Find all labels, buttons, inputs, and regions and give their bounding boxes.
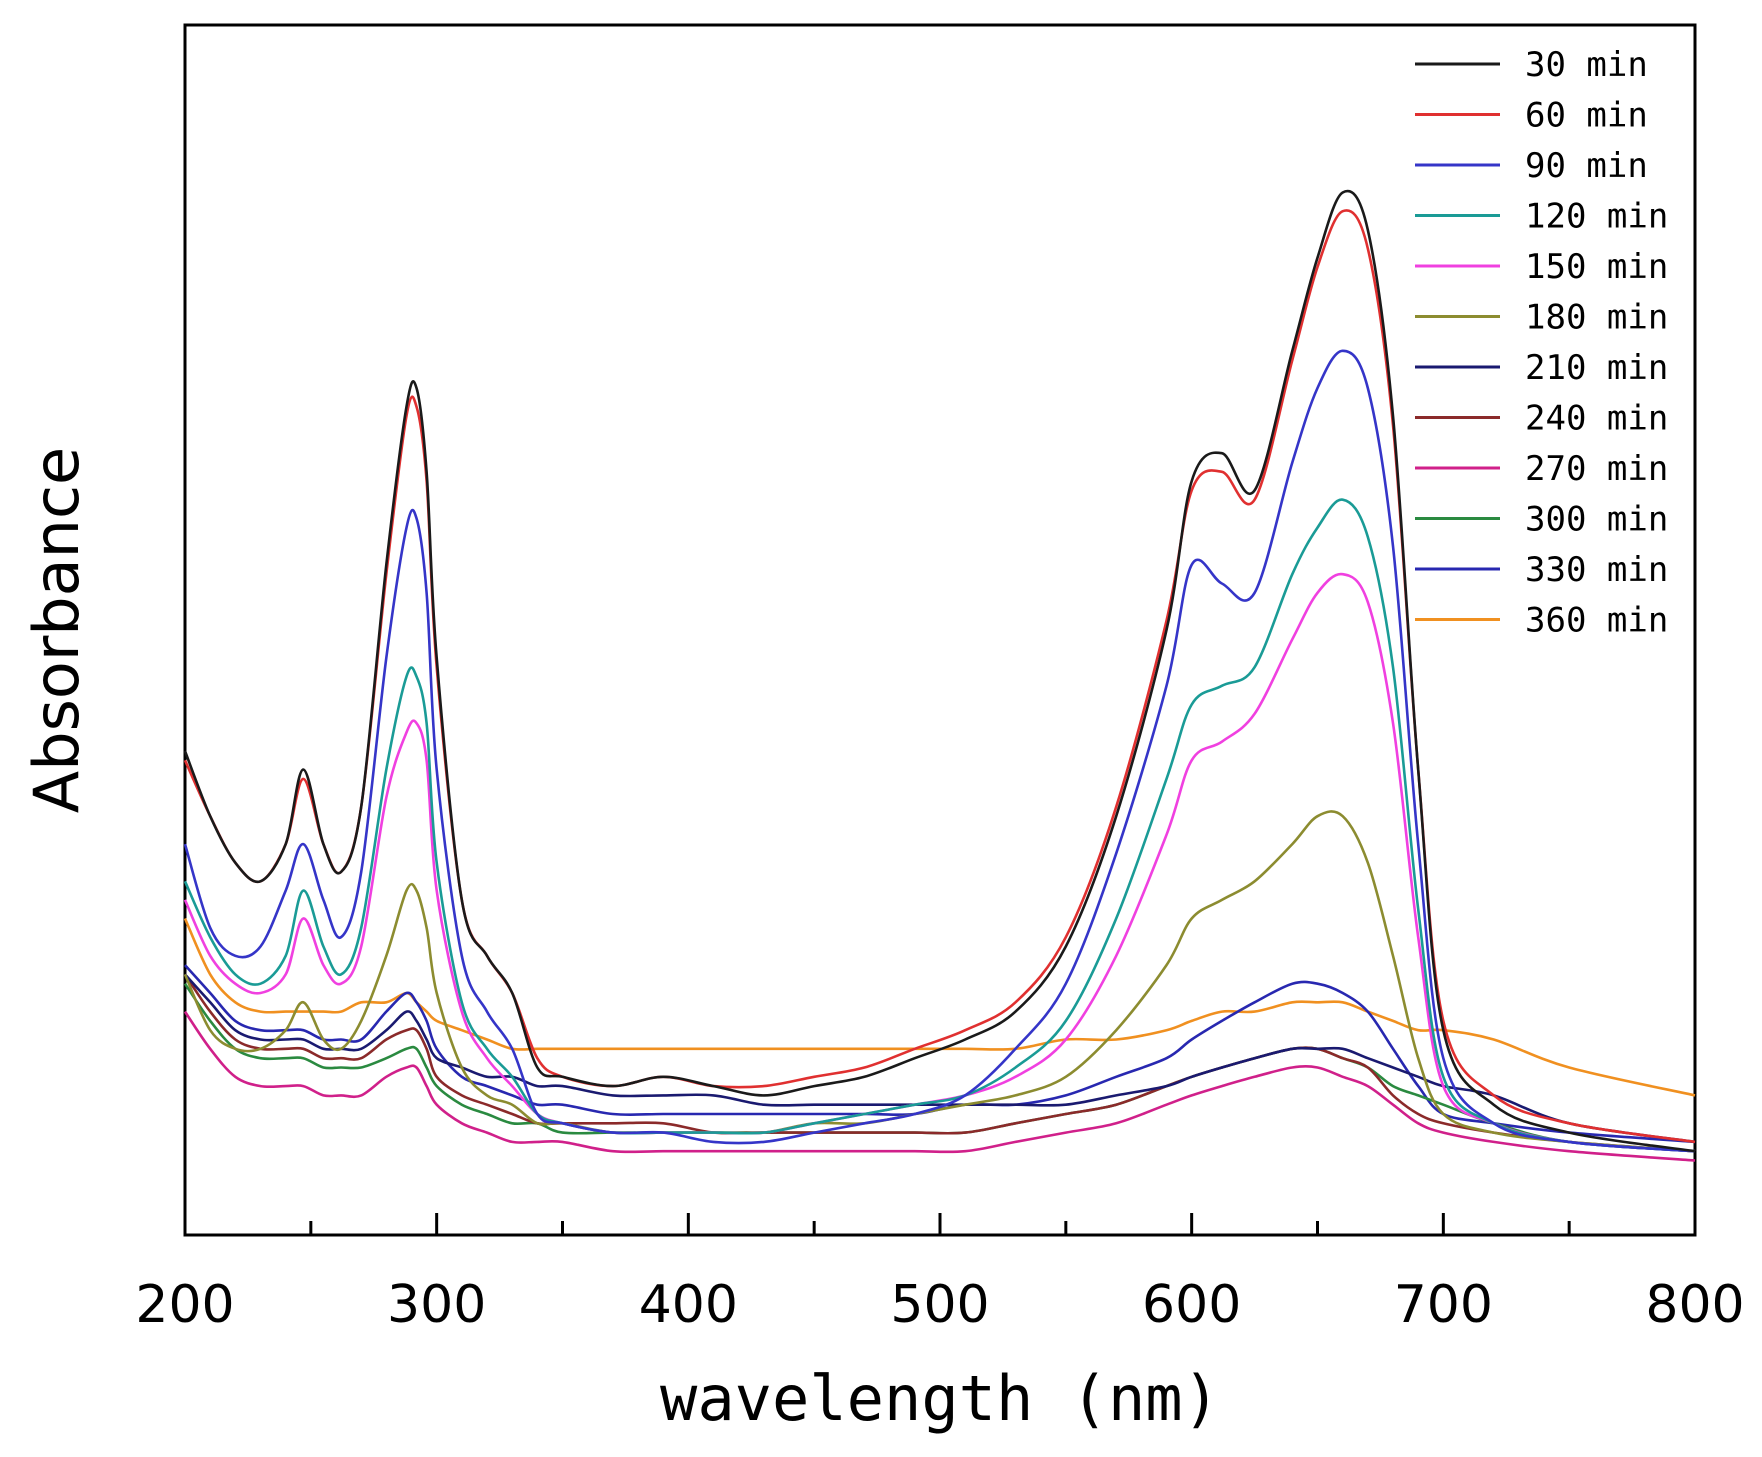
series-line-210-min bbox=[184, 973, 1696, 1144]
series-line-240-min bbox=[183, 973, 1696, 1153]
y-axis-title: Absorbance bbox=[20, 447, 93, 813]
series-line-120-min bbox=[183, 498, 1696, 1153]
legend-label-180-min: 180 min bbox=[1525, 298, 1668, 338]
x-tick-label-300: 300 bbox=[387, 1275, 486, 1335]
spectra-series bbox=[183, 189, 1696, 1162]
series-line-270-min bbox=[183, 1010, 1696, 1162]
series-line-90-min bbox=[183, 349, 1696, 1153]
x-tick-label-800: 800 bbox=[1645, 1275, 1744, 1335]
series-line-60-min bbox=[183, 209, 1696, 1144]
legend-label-90-min: 90 min bbox=[1525, 146, 1648, 186]
legend-label-60-min: 60 min bbox=[1525, 96, 1648, 136]
legend-label-300-min: 300 min bbox=[1525, 500, 1668, 540]
x-tick-label-400: 400 bbox=[639, 1275, 738, 1335]
x-tick-label-600: 600 bbox=[1142, 1275, 1241, 1335]
series-line-330-min bbox=[184, 964, 1696, 1144]
x-tick-label-200: 200 bbox=[135, 1275, 234, 1335]
series-line-30-min bbox=[183, 189, 1696, 1153]
x-tick-label-700: 700 bbox=[1394, 1275, 1493, 1335]
legend-label-240-min: 240 min bbox=[1525, 399, 1668, 439]
x-axis-ticks bbox=[309, 1213, 1571, 1235]
legend-label-150-min: 150 min bbox=[1525, 247, 1668, 287]
legend-label-120-min: 120 min bbox=[1525, 197, 1668, 237]
legend-label-210-min: 210 min bbox=[1525, 348, 1668, 388]
plot-area-frame bbox=[183, 23, 1697, 1237]
legend-label-30-min: 30 min bbox=[1525, 45, 1648, 85]
series-line-360-min bbox=[183, 917, 1696, 1097]
legend-label-270-min: 270 min bbox=[1525, 449, 1668, 489]
x-axis-title: wavelength (nm) bbox=[660, 1362, 1220, 1435]
x-tick-label-500: 500 bbox=[890, 1275, 989, 1335]
legend-label-330-min: 330 min bbox=[1525, 550, 1668, 590]
legend-label-360-min: 360 min bbox=[1525, 601, 1668, 641]
legend: 30 min 60 min 90 min 120 min 150 min 180 min 2… bbox=[1415, 45, 1668, 641]
x-axis-tick-labels: 200 300 400 500 600 700 800 bbox=[135, 1275, 1744, 1335]
